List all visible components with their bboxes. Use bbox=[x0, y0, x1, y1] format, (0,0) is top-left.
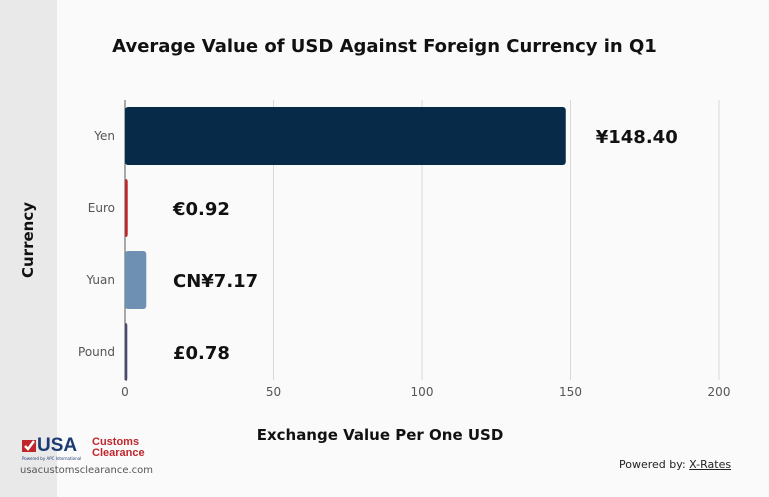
x-axis-label: Exchange Value Per One USD bbox=[256, 426, 504, 444]
logo-usa: USA bbox=[37, 435, 78, 456]
data-label: €0.92 bbox=[172, 199, 230, 220]
data-label: £0.78 bbox=[173, 343, 230, 364]
data-label: ¥148.40 bbox=[596, 127, 678, 148]
logo-tagline: Powered by APC International bbox=[22, 456, 82, 461]
x-tick-label: 0 bbox=[121, 385, 129, 399]
site-url[interactable]: usacustomsclearance.com bbox=[20, 465, 154, 476]
x-tick-label: 200 bbox=[708, 385, 731, 399]
x-tick-label: 150 bbox=[559, 385, 582, 399]
bar-pound bbox=[125, 323, 128, 381]
logo: USA Powered by APC International Customs… bbox=[22, 435, 152, 463]
x-tick-label: 100 bbox=[411, 385, 434, 399]
logo-line1: Customs bbox=[92, 436, 140, 448]
powered-by: Powered by: X-Rates bbox=[619, 458, 731, 471]
bar-yuan bbox=[125, 251, 147, 309]
powered-prefix: Powered by: bbox=[619, 458, 690, 471]
logo-line2: Clearance bbox=[92, 447, 145, 459]
y-tick-label: Yen bbox=[93, 129, 115, 143]
chart-title: Average Value of USD Against Foreign Cur… bbox=[112, 36, 657, 57]
bar-euro bbox=[125, 179, 128, 237]
bar-chart: 0 50 100 150 200 Yen ¥148.40 Euro €0.92 Yuan CN¥7.… bbox=[78, 100, 731, 399]
y-tick-label: Euro bbox=[88, 201, 115, 215]
y-tick-label: Yuan bbox=[85, 273, 115, 287]
y-tick-label: Pound bbox=[78, 345, 115, 359]
source-link[interactable]: X-Rates bbox=[689, 458, 732, 471]
data-label: CN¥7.17 bbox=[173, 271, 258, 292]
side-strip bbox=[0, 0, 57, 497]
checkmark-icon bbox=[22, 440, 36, 452]
bar-yen bbox=[125, 107, 566, 165]
x-tick-label: 50 bbox=[266, 385, 281, 399]
